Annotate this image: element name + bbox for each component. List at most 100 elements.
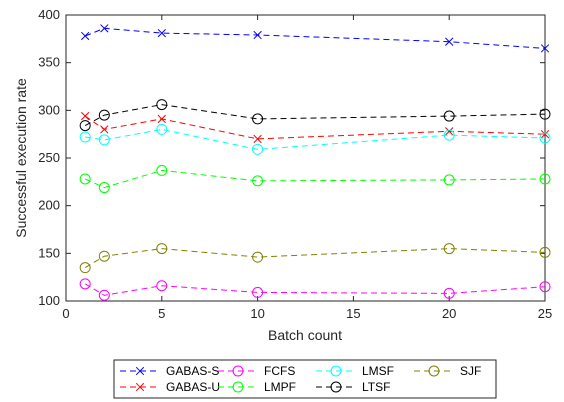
data-point-ltsf	[98, 109, 110, 121]
data-point-gabas-s-stroke	[540, 44, 550, 53]
data-point-lmsf	[443, 129, 455, 141]
data-point-lmpf	[156, 164, 168, 176]
legend-item-lmpf: LMPF	[218, 380, 296, 394]
x-tick-label: 15	[346, 306, 360, 321]
data-point-lmpf	[252, 175, 264, 187]
x-tick-label: 5	[158, 306, 165, 321]
data-point-gabas-u	[540, 130, 550, 139]
plot-area	[65, 14, 546, 302]
legend-marker	[428, 365, 440, 377]
series-fcfs	[79, 278, 551, 301]
data-point-gabas-u-stroke	[157, 114, 166, 124]
x-tick-label: 10	[250, 306, 264, 321]
data-point-ltsf	[252, 113, 264, 125]
data-point-gabas-s	[100, 24, 109, 33]
data-point-lmpf	[79, 173, 91, 185]
y-tick-label: 250	[38, 150, 60, 165]
data-point-lmpf	[443, 174, 455, 186]
data-point-gabas-s	[157, 28, 166, 38]
data-point-gabas-s	[81, 31, 90, 41]
series-sjf	[79, 243, 551, 274]
data-point-gabas-s	[445, 37, 454, 46]
data-point-gabas-s	[253, 30, 262, 40]
data-point-gabas-u-stroke	[445, 127, 454, 136]
legend-marker	[330, 365, 342, 377]
x-axis-label: Batch count	[268, 327, 342, 343]
data-point-fcfs	[79, 278, 91, 290]
data-point-gabas-s-stroke	[100, 24, 109, 33]
data-point-lmpf	[539, 173, 551, 185]
legend-marker	[232, 381, 244, 393]
legend-item-ltsf: LTSF	[316, 380, 390, 394]
data-point-gabas-s	[540, 44, 550, 53]
y-tick-label: 350	[38, 55, 60, 70]
legend-item-gabas-s: GABAS-S	[120, 364, 219, 378]
data-point-gabas-u-stroke	[81, 111, 90, 121]
legend-label: SJF	[460, 364, 481, 378]
x-tick-label: 25	[538, 306, 552, 321]
data-point-sjf	[156, 243, 168, 255]
x-tick-label: 20	[442, 306, 456, 321]
data-point-gabas-u	[157, 114, 166, 124]
legend-marker-stroke	[135, 382, 145, 392]
series-line-fcfs	[84, 283, 546, 296]
series-lmsf	[79, 123, 551, 155]
legend-item-lmsf: LMSF	[316, 364, 394, 378]
data-point-ltsf	[79, 120, 91, 132]
data-point-gabas-s-stroke	[81, 31, 90, 41]
data-point-fcfs	[539, 281, 551, 293]
legend-marker	[330, 381, 342, 393]
data-point-gabas-u	[81, 111, 90, 121]
legend-marker	[232, 365, 244, 377]
legend-label: GABAS-U	[166, 380, 220, 394]
data-point-lmsf	[539, 132, 551, 144]
y-tick-label: 200	[38, 198, 60, 213]
y-tick-label: 150	[38, 245, 60, 260]
data-point-fcfs	[156, 280, 168, 292]
data-point-gabas-u-stroke	[253, 134, 262, 144]
legend-label: FCFS	[264, 364, 295, 378]
legend-label: LMSF	[362, 364, 394, 378]
data-point-lmsf	[98, 134, 110, 146]
data-point-lmsf	[252, 143, 264, 155]
data-point-sjf	[98, 250, 110, 262]
data-point-sjf	[539, 246, 551, 258]
data-point-gabas-s-stroke	[445, 37, 454, 46]
x-axis: 0 5 10 15 20 25	[62, 15, 552, 321]
data-point-fcfs	[98, 289, 110, 301]
data-point-sjf	[252, 251, 264, 263]
series-line-lmsf	[85, 128, 546, 150]
data-point-fcfs	[252, 286, 264, 298]
x-tick-label: 0	[62, 306, 69, 321]
legend-marker	[135, 366, 145, 376]
data-point-sjf	[79, 262, 91, 274]
series-line-gabas-s	[85, 27, 546, 49]
data-point-gabas-s-stroke	[157, 28, 166, 38]
data-point-gabas-s-stroke	[253, 30, 262, 40]
data-point-lmsf	[79, 131, 91, 143]
data-point-ltsf	[156, 99, 168, 111]
data-point-gabas-u-stroke	[540, 130, 550, 139]
y-tick-label: 400	[38, 7, 60, 22]
legend-label: LTSF	[362, 380, 390, 394]
y-tick-label: 100	[38, 293, 60, 308]
series-line-sjf	[84, 248, 546, 269]
legend: GABAS-S GABAS-U FCFS LMPF LMSF LTSF SJF	[113, 359, 497, 399]
legend-marker-stroke	[135, 366, 145, 376]
data-point-ltsf	[443, 110, 455, 122]
series-line-gabas-u	[84, 115, 546, 140]
legend-marker	[135, 382, 145, 392]
data-point-lmsf	[156, 123, 168, 135]
series-ltsf	[79, 99, 551, 132]
legend-label: LMPF	[264, 380, 296, 394]
legend-item-gabas-u: GABAS-U	[120, 380, 220, 394]
series-gabas-u	[81, 111, 550, 144]
legend-label: GABAS-S	[166, 364, 219, 378]
y-axis: 100 150 200 250 300 350 400	[38, 7, 545, 308]
legend-item-sjf: SJF	[414, 364, 481, 378]
y-axis-label: Successful execution rate	[13, 78, 29, 238]
data-point-fcfs	[443, 287, 455, 299]
data-point-gabas-u	[445, 127, 454, 136]
data-point-ltsf	[539, 108, 551, 120]
